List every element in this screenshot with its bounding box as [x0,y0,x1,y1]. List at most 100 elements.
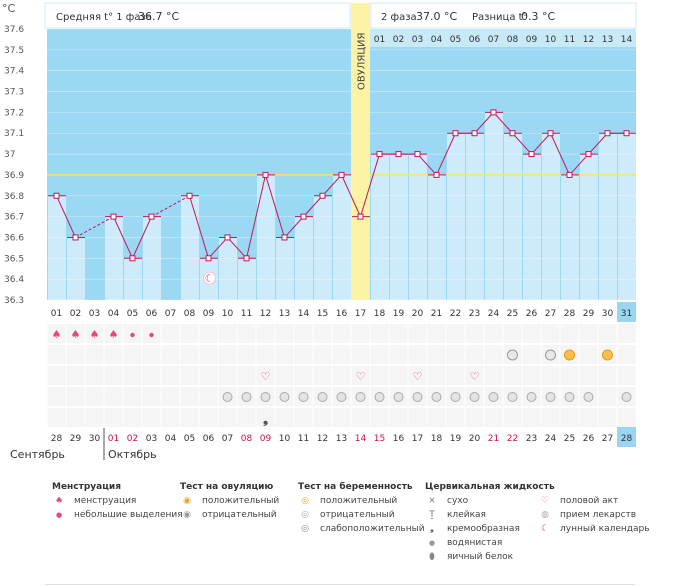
temperature-bar [523,154,541,300]
phase2-day-cell [617,29,636,47]
phase2-day-label: 13 [602,35,613,45]
legend-label: положительный [202,496,280,506]
symptom-cell [598,387,617,406]
symptom-cell [199,366,218,385]
legend-label: водянистая [447,538,503,548]
symptom-cell [199,408,218,427]
symptom-cell [47,408,66,427]
symptom-cell [256,366,275,385]
calendar-date-label: 20 [469,434,481,444]
heart-icon: ♡ [540,496,550,506]
legend-item: ⬮ яичный белок [425,550,555,564]
temperature-point [376,151,383,158]
cycle-day-label: 24 [488,309,500,319]
y-axis-unit: °C [2,2,16,15]
symptom-cell [370,345,389,364]
temperature-point [129,255,136,262]
phase2-day-label: 04 [431,35,443,45]
cycle-day-label: 14 [298,309,310,319]
calendar-date-label: 28 [51,434,63,444]
symptom-cell [332,324,351,343]
phase2-day-label: 07 [488,35,499,45]
calendar-date-label: 07 [222,434,233,444]
today-date-cell [617,427,636,447]
temperature-line [417,153,437,176]
symptom-cell [142,408,161,427]
calendar-date-label: 01 [108,434,119,444]
temperature-point [110,213,117,220]
drop-heavy-icon: ♠ [109,328,119,341]
pill-icon [583,392,594,402]
calendar-date-label: 08 [241,434,253,444]
temperature-line [246,174,266,259]
symptom-cell [66,408,85,427]
symptom-cell [218,324,237,343]
calendar-date-label: 27 [602,434,613,444]
symptom-cell [237,324,256,343]
symptom-cell [370,366,389,385]
y-tick-label: 36.4 [4,275,24,285]
heart-icon: ♡ [413,370,423,383]
temperature-line [569,153,589,176]
pregnancy-test-negative-icon [545,349,556,361]
cycle-day-label: 19 [393,309,405,319]
symptom-cell [123,408,142,427]
symptom-cell [598,324,617,343]
symptom-cell [313,366,332,385]
temp-diff-label: Разница t° [472,12,528,23]
legend-pregnancy-title: Тест на беременность [298,482,413,492]
y-tick-label: 36.7 [4,213,24,223]
ovulation-test-positive-icon [602,349,613,361]
symptom-cell [522,324,541,343]
temperature-point [452,130,459,137]
symptom-cell [617,366,636,385]
bottom-divider [45,584,635,585]
legend-item: ● небольшие выделения [52,508,183,522]
ovulation-column [351,3,370,300]
temperature-line [360,153,380,217]
symptom-cell [180,366,199,385]
temperature-line [322,174,342,197]
symptom-cell [294,408,313,427]
temperature-point [566,171,573,178]
legend-item: ◉ отрицательный [180,508,279,522]
symptom-cell [256,408,275,427]
symptom-cell [446,366,465,385]
symptom-cell [427,408,446,427]
symptom-cell [66,366,85,385]
symptom-cell [275,345,294,364]
temperature-point [528,151,535,158]
symptom-cell [218,408,237,427]
legend-label: клейкая [447,510,486,520]
legend-item: ♠ менструация [52,494,183,508]
drop-light-icon [149,332,154,338]
phase2-day-cell [484,29,503,47]
temperature-point [224,234,231,241]
phase2-day-cell [370,29,389,47]
legend-label: отрицательный [202,510,277,520]
calendar-date-label: 14 [355,434,367,444]
legend-item: ♡ половой акт [538,494,650,508]
symptom-cell [503,324,522,343]
symptom-cell [579,366,598,385]
symptom-cell [351,408,370,427]
symptom-cell [389,366,408,385]
temperature-line [208,237,228,259]
symptom-cell [351,345,370,364]
symptom-cell [104,324,123,343]
symptom-cell [161,387,180,406]
symptom-cell [465,345,484,364]
symptom-cell [142,366,161,385]
symptom-cell [66,387,85,406]
phase2-day-cell [598,29,617,47]
symptom-cell [446,408,465,427]
temperature-line [512,132,532,155]
legend-label: отрицательный [320,510,395,520]
pregnancy-test-negative-icon [507,349,518,361]
symptom-cell [161,324,180,343]
symptom-cell [47,324,66,343]
temperature-point [186,192,193,199]
temperature-line [227,237,247,259]
symptom-cell [598,408,617,427]
